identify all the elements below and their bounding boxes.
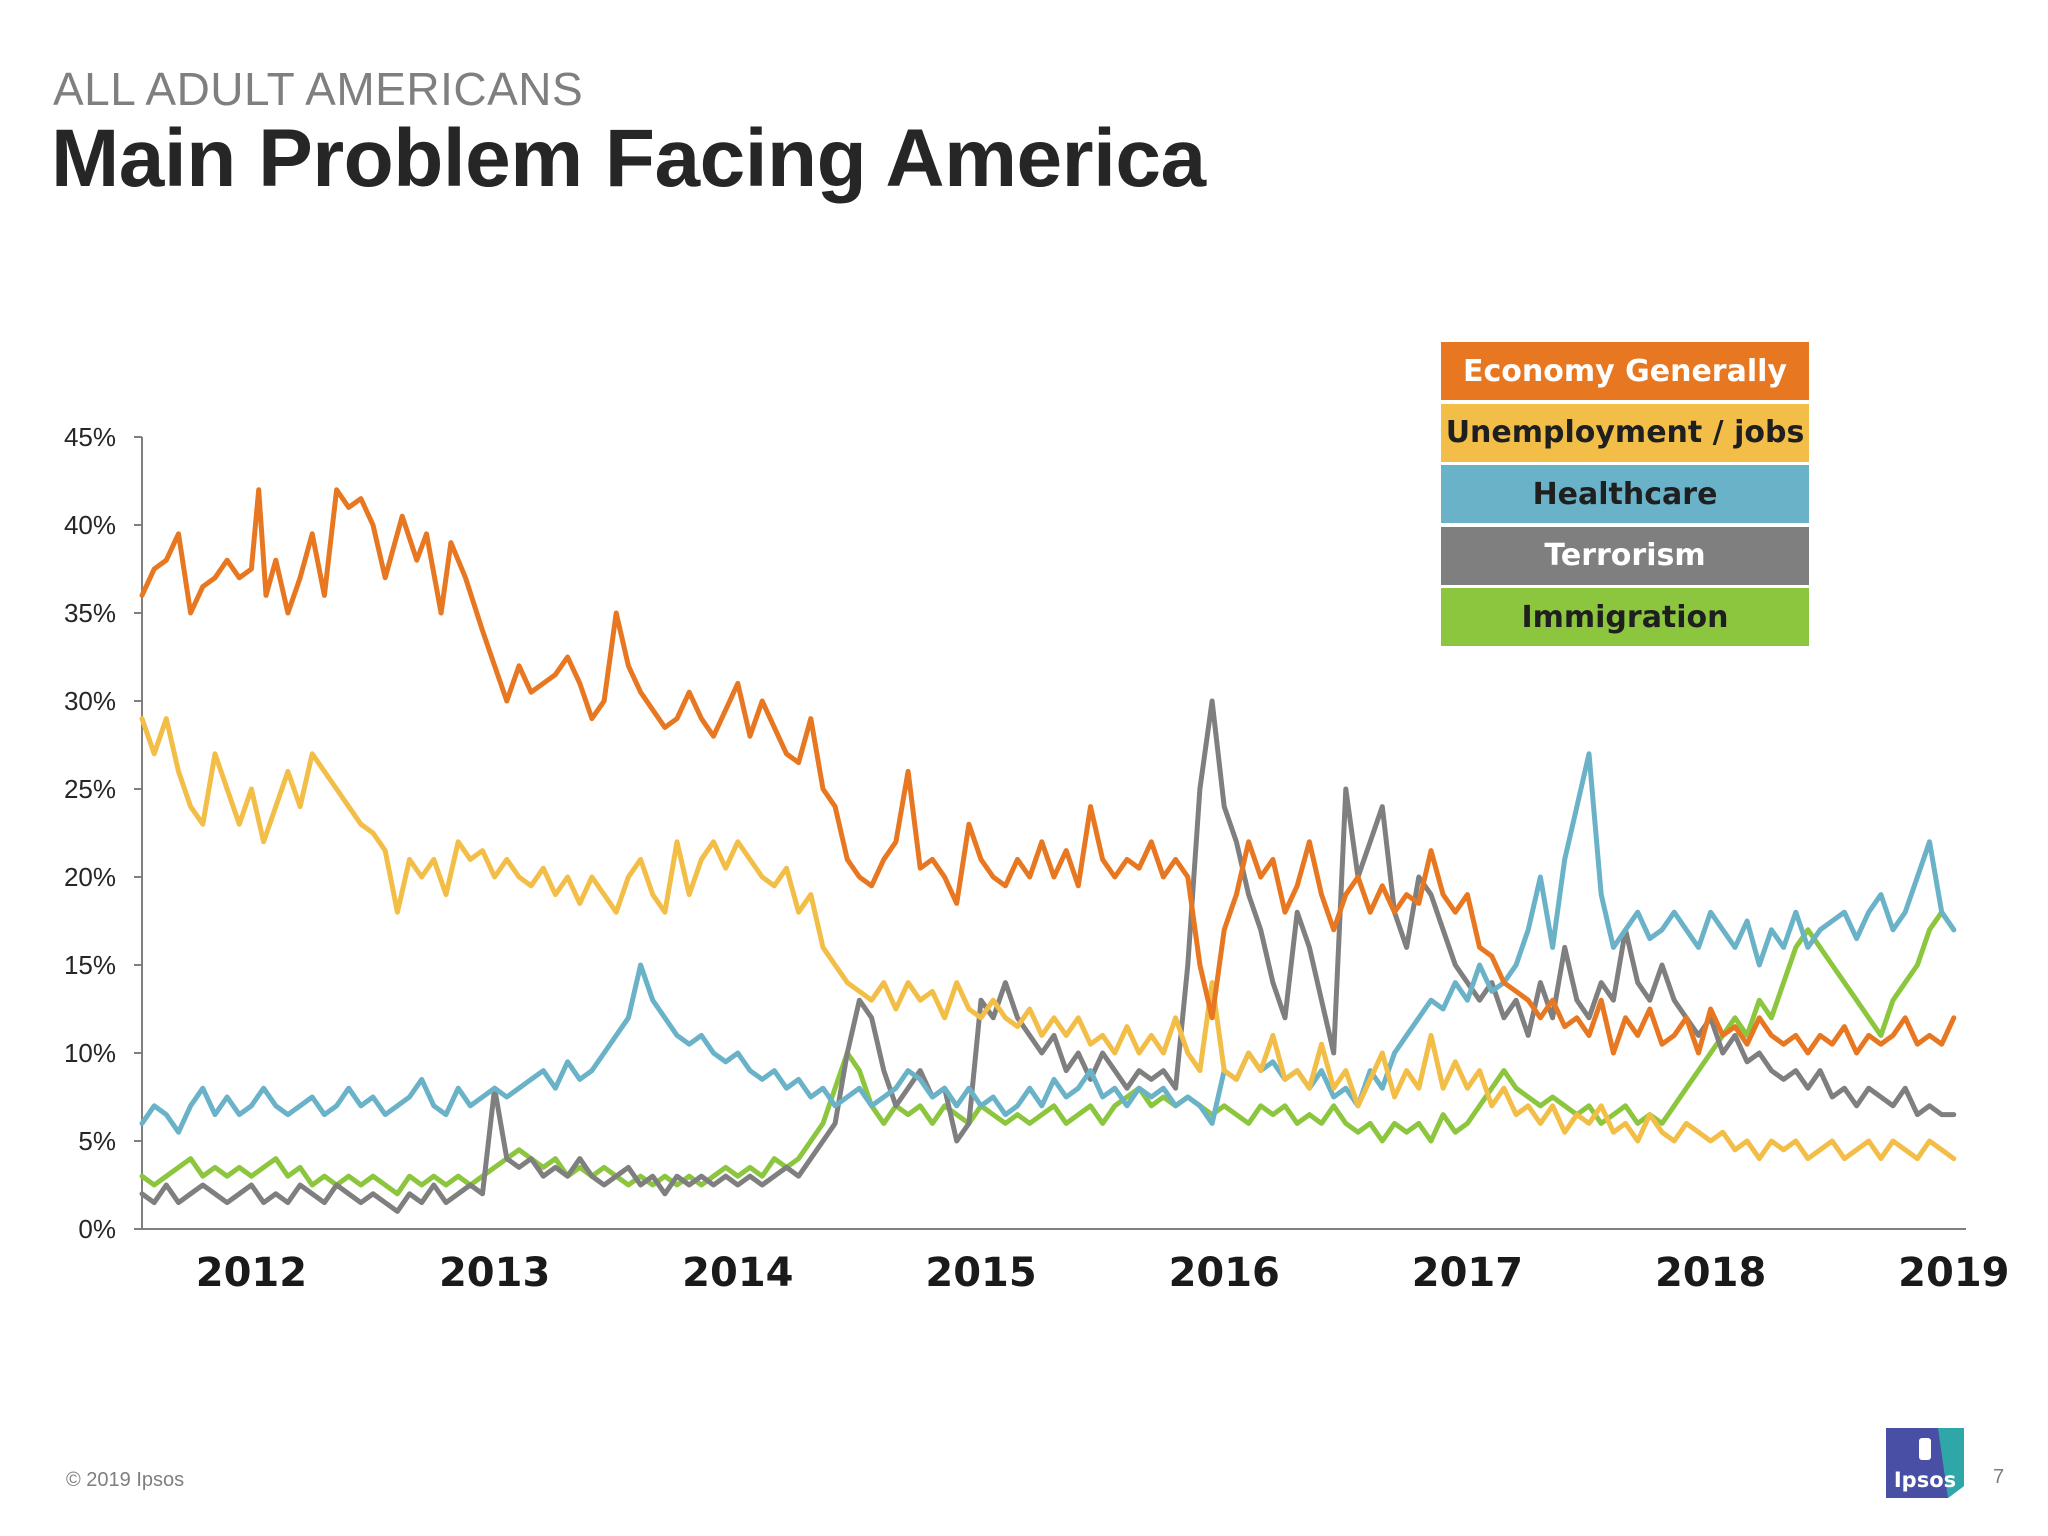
x-tick-label: 2012 <box>196 1250 307 1296</box>
x-tick-label: 2019 <box>1898 1250 2009 1296</box>
y-tick-label: 20% <box>64 862 116 892</box>
y-tick-label: 5% <box>78 1126 116 1156</box>
y-tick-label: 15% <box>64 950 116 980</box>
series-line-economy-generally <box>139 487 1957 1056</box>
y-axis: 0% 5% 10% 15% 20% 25% 30% 35% 40% 45% <box>64 422 143 1244</box>
series-line-unemployment-jobs <box>139 716 1957 1162</box>
x-tick-label: 2017 <box>1412 1250 1523 1296</box>
y-tick-label: 25% <box>64 774 116 804</box>
y-tick-label: 45% <box>64 422 116 452</box>
page-title: Main Problem Facing America <box>51 113 1206 204</box>
ipsos-logo-mark <box>1886 1428 1964 1498</box>
legend-item: Economy Generally <box>1441 342 1809 400</box>
y-tick-label: 40% <box>64 510 116 540</box>
ipsos-logo: Ipsos <box>1886 1428 1964 1498</box>
x-tick-label: 2013 <box>439 1250 550 1296</box>
y-tick-label: 30% <box>64 686 116 716</box>
legend-item: Unemployment / jobs <box>1441 403 1809 462</box>
legend-item: Terrorism <box>1441 526 1809 585</box>
legend-item: Immigration <box>1441 588 1809 646</box>
copyright-text: © 2019 Ipsos <box>66 1469 185 1491</box>
page-number: 7 <box>1993 1466 2005 1488</box>
legend-item: Healthcare <box>1441 465 1809 523</box>
y-tick-label: 0% <box>78 1214 116 1244</box>
y-tick-label: 35% <box>64 598 116 628</box>
x-tick-label: 2018 <box>1655 1250 1766 1296</box>
series-line-immigration <box>139 909 1957 1197</box>
x-tick-label: 2016 <box>1169 1250 1280 1296</box>
logo-text: Ipsos <box>1893 1468 1957 1492</box>
x-tick-label: 2014 <box>682 1250 793 1296</box>
series-lines <box>139 487 1957 1214</box>
x-axis: 2012 2013 2014 2015 2016 2017 2018 2019 <box>142 1228 2010 1296</box>
chart-legend: Economy Generally Unemployment / jobs Heal… <box>1441 342 1809 650</box>
x-tick-label: 2015 <box>925 1250 1036 1296</box>
series-line-terrorism <box>139 698 1957 1214</box>
y-tick-label: 10% <box>64 1038 116 1068</box>
line-chart: 0%5%10%15%20%25%30%35%40%45% 2012 2013 201… <box>64 422 2010 1296</box>
series-line-healthcare <box>139 751 1957 1135</box>
header-subtitle: ALL ADULT AMERICANS <box>53 63 584 115</box>
